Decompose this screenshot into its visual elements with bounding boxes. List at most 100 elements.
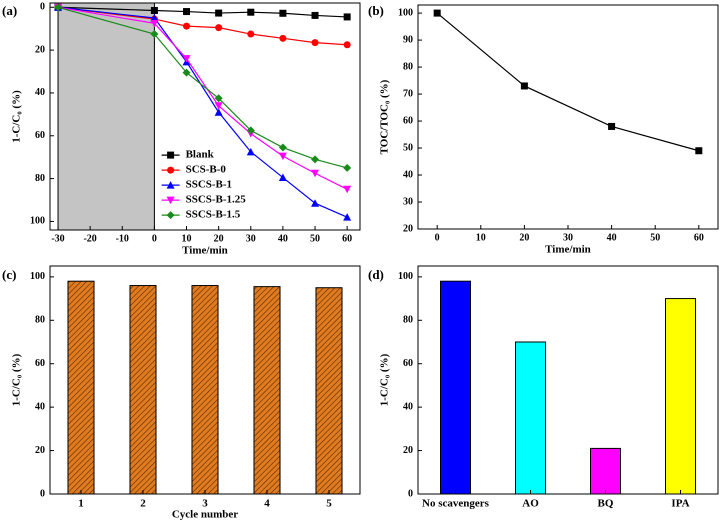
marker	[343, 163, 352, 172]
x-axis-label: Time/min	[545, 244, 591, 256]
x-tick-label: -30	[51, 233, 64, 244]
series-line	[58, 6, 348, 18]
y-tick-label: 20	[35, 445, 45, 456]
bar	[253, 286, 281, 495]
y-tick-label: 80	[403, 61, 413, 72]
x-tick-label: 1	[78, 498, 84, 510]
plot-frame	[49, 265, 361, 495]
marker	[343, 13, 351, 21]
marker	[183, 8, 191, 16]
x-axis-label: Cycle number	[172, 509, 238, 521]
x-tick-label: No scavengers	[422, 498, 490, 510]
marker	[150, 6, 158, 14]
panel-label: (b)	[368, 3, 384, 18]
x-tick-label: 50	[650, 232, 660, 243]
marker	[214, 102, 223, 110]
marker	[150, 19, 159, 28]
y-tick-label: 60	[403, 115, 413, 126]
legend-label: SSCS-B-1.5	[186, 209, 241, 221]
y-axis-label: 1-C/C₀ (%)	[11, 353, 23, 406]
x-tick-label: 0	[435, 232, 440, 243]
x-tick-label: 2	[140, 498, 146, 510]
y-tick-label: 90	[403, 34, 413, 45]
marker	[215, 9, 223, 17]
x-tick-label: 50	[310, 233, 320, 244]
y-tick-label: 40	[403, 401, 413, 412]
marker	[695, 147, 703, 155]
marker	[247, 30, 255, 38]
marker	[608, 122, 616, 130]
marker	[311, 39, 319, 47]
marker	[279, 34, 287, 42]
shaded-region	[57, 2, 155, 231]
x-tick-label: 40	[278, 233, 288, 244]
marker	[183, 22, 191, 30]
marker	[246, 126, 255, 135]
marker	[343, 41, 351, 49]
bar	[515, 341, 546, 495]
y-tick-label: 100	[30, 271, 45, 282]
legend-label: SSCS-B-1	[186, 179, 232, 191]
x-tick-label: IPA	[671, 498, 689, 510]
marker	[311, 11, 319, 19]
marker	[311, 155, 320, 164]
x-tick-label: 20	[519, 232, 529, 243]
y-tick-label: 40	[403, 169, 413, 180]
y-tick-label: 100	[398, 271, 413, 282]
marker	[311, 169, 320, 178]
marker	[214, 94, 223, 103]
y-axis-label: 1-C/C₀ (%)	[379, 353, 391, 406]
y-tick-label: 0	[40, 488, 45, 499]
y-axis-label: 1-C/C₀ (%)	[11, 90, 23, 143]
marker	[150, 13, 159, 22]
bar	[191, 285, 219, 495]
bar	[665, 298, 696, 495]
series-line	[57, 6, 348, 218]
x-tick-label: AO	[522, 498, 539, 510]
x-tick-label: 0	[152, 233, 157, 244]
x-tick-label: 10	[476, 232, 486, 243]
marker	[278, 152, 287, 161]
x-axis-label: Time/min	[182, 245, 228, 257]
marker	[166, 181, 175, 189]
y-tick-label: 100	[30, 216, 45, 227]
y-tick-label: 60	[35, 130, 45, 141]
x-tick-label: 3	[202, 498, 208, 510]
bar	[67, 280, 95, 495]
marker	[278, 143, 287, 152]
marker	[278, 173, 287, 182]
legend-label: SSCS-B-1.25	[186, 194, 247, 206]
bar	[129, 285, 157, 495]
marker	[214, 108, 223, 116]
marker	[167, 166, 175, 174]
marker	[167, 151, 175, 159]
y-axis-label: TOC/TOC₀ (%)	[379, 79, 391, 154]
marker	[279, 9, 287, 17]
plot-frame	[417, 265, 719, 495]
marker	[166, 196, 175, 205]
y-tick-label: 60	[35, 358, 45, 369]
marker	[433, 9, 441, 17]
legend-label: SCS-B-0	[186, 164, 227, 176]
x-tick-label: -10	[116, 233, 129, 244]
series-line	[436, 12, 699, 152]
x-tick-label: 30	[246, 233, 256, 244]
legend-label: Blank	[186, 149, 215, 161]
y-tick-label: 20	[403, 445, 413, 456]
bar	[440, 280, 471, 495]
panel-label: (c)	[2, 267, 16, 282]
x-tick-label: 20	[214, 233, 224, 244]
y-tick-label: 20	[35, 44, 45, 55]
marker	[182, 55, 191, 63]
y-tick-label: 80	[35, 315, 45, 326]
series-line	[57, 6, 348, 46]
x-tick-label: 40	[607, 232, 617, 243]
y-tick-label: 80	[35, 173, 45, 184]
plot-frame	[417, 4, 719, 230]
marker	[343, 213, 352, 221]
marker	[166, 211, 175, 220]
marker	[54, 3, 63, 12]
series-line	[57, 6, 348, 190]
y-tick-label: 40	[35, 401, 45, 412]
